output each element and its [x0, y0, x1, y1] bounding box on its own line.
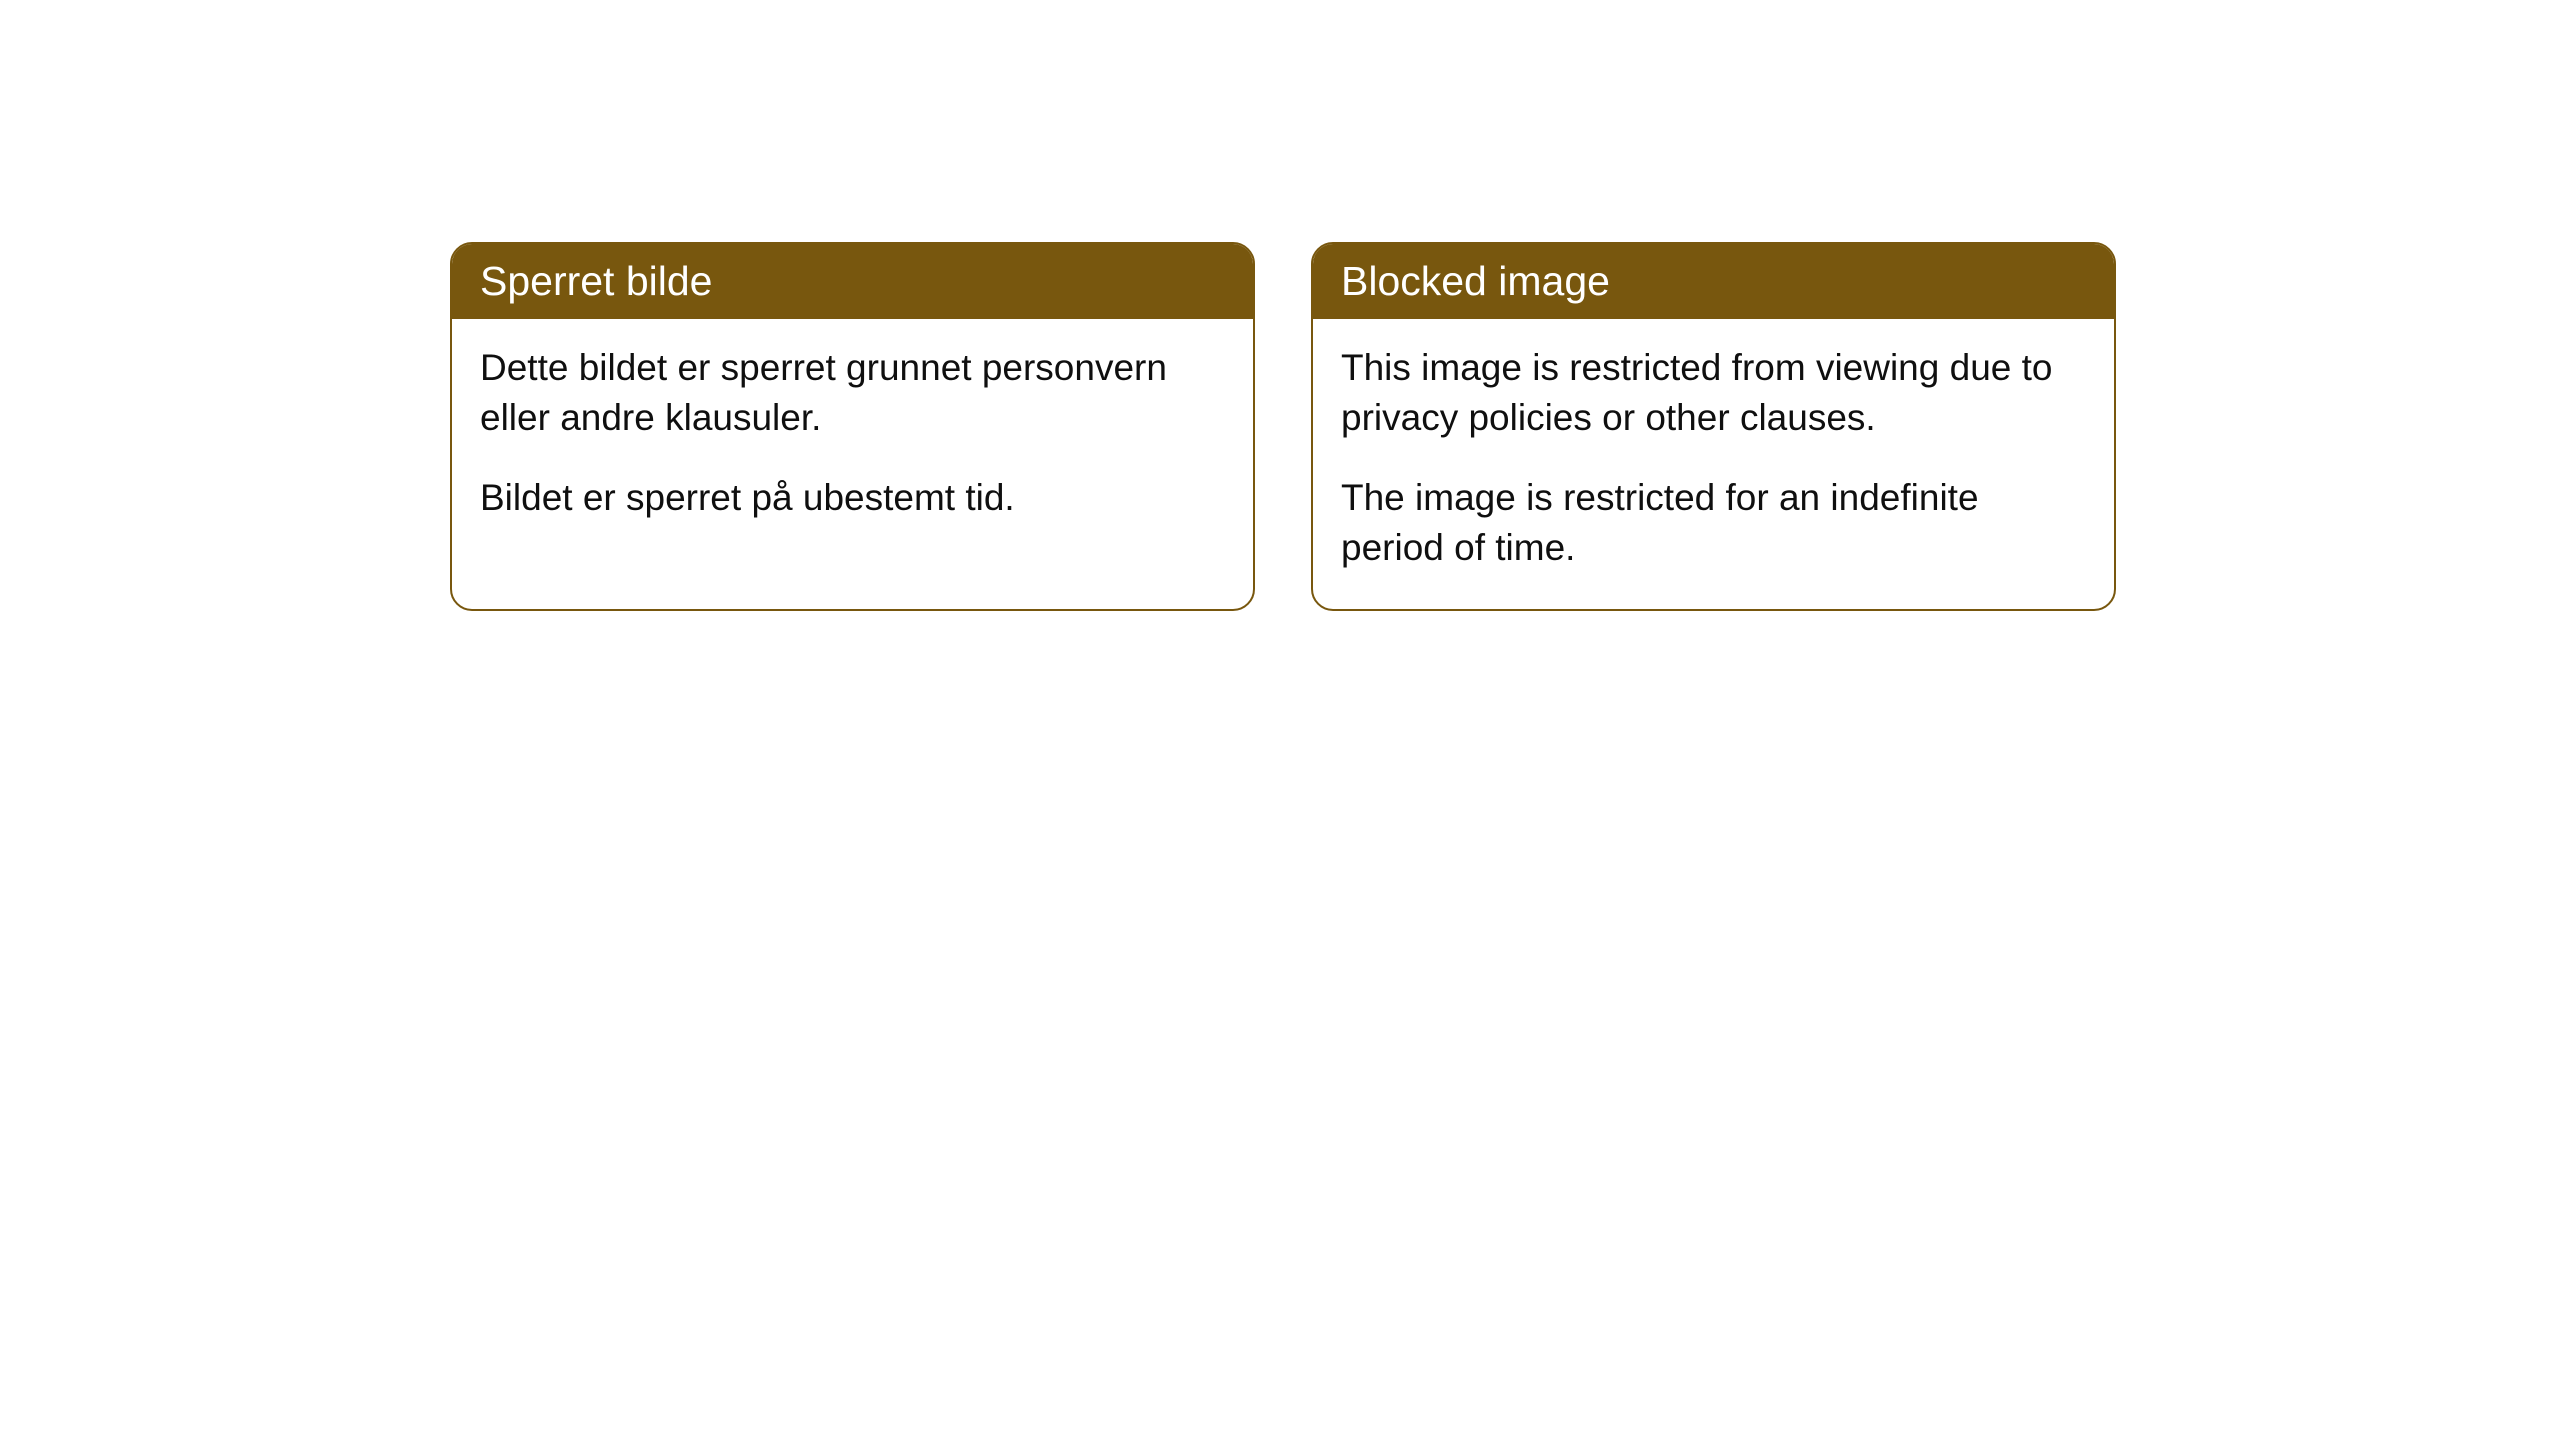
card-norwegian-paragraph-1: Dette bildet er sperret grunnet personve… — [480, 343, 1225, 443]
card-english-body: This image is restricted from viewing du… — [1313, 319, 2114, 609]
cards-container: Sperret bilde Dette bildet er sperret gr… — [450, 242, 2116, 611]
card-english-paragraph-2: The image is restricted for an indefinit… — [1341, 473, 2086, 573]
card-norwegian-title: Sperret bilde — [480, 258, 712, 304]
card-norwegian-body: Dette bildet er sperret grunnet personve… — [452, 319, 1253, 559]
card-norwegian-paragraph-2: Bildet er sperret på ubestemt tid. — [480, 473, 1225, 523]
card-norwegian: Sperret bilde Dette bildet er sperret gr… — [450, 242, 1255, 611]
card-english-paragraph-1: This image is restricted from viewing du… — [1341, 343, 2086, 443]
card-norwegian-header: Sperret bilde — [452, 244, 1253, 319]
card-english-title: Blocked image — [1341, 258, 1610, 304]
card-english: Blocked image This image is restricted f… — [1311, 242, 2116, 611]
card-english-header: Blocked image — [1313, 244, 2114, 319]
